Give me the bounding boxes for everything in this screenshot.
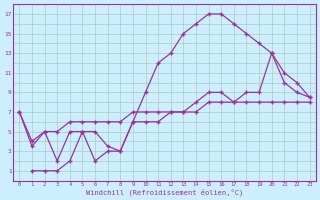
X-axis label: Windchill (Refroidissement éolien,°C): Windchill (Refroidissement éolien,°C) bbox=[86, 188, 243, 196]
